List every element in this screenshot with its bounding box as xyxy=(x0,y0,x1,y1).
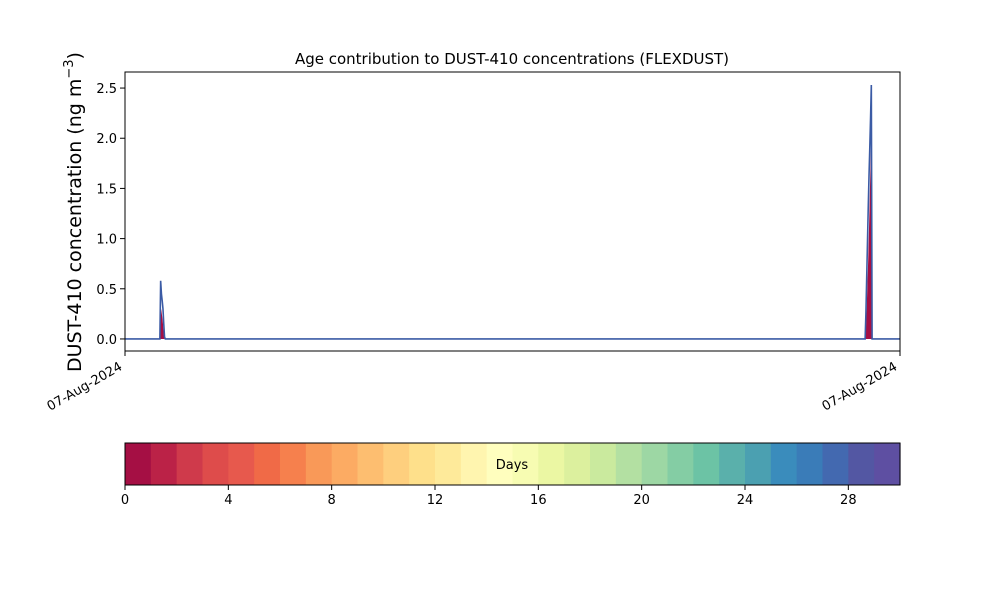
x-axis: 07-Aug-2024 07-Aug-2024 xyxy=(45,351,901,415)
colorbar-segment xyxy=(822,443,849,485)
colorbar-tick-label: 4 xyxy=(224,493,232,508)
age-contribution-area xyxy=(159,138,873,339)
colorbar-segment xyxy=(538,443,565,485)
colorbar-tick-label: 12 xyxy=(427,493,444,508)
colorbar-segment xyxy=(202,443,229,485)
colorbar-segment xyxy=(848,443,875,485)
colorbar-segment xyxy=(719,443,746,485)
colorbar-segment xyxy=(770,443,798,485)
colorbar-segment xyxy=(641,443,669,485)
colorbar-label: Days xyxy=(496,458,529,473)
y-tick-label: 0.5 xyxy=(96,283,117,298)
y-tick-label: 2.0 xyxy=(96,132,117,147)
total-concentration-line xyxy=(125,85,900,340)
colorbar-segment xyxy=(564,443,591,485)
plot-area xyxy=(125,85,900,340)
colorbar-segment xyxy=(280,443,307,485)
colorbar-segment xyxy=(512,443,539,485)
colorbar-segment xyxy=(874,443,901,485)
colorbar-segment xyxy=(254,443,281,485)
colorbar-tick-label: 24 xyxy=(737,493,754,508)
colorbar-segment xyxy=(176,443,204,485)
colorbar-segment xyxy=(331,443,359,485)
colorbar-segment xyxy=(693,443,720,485)
colorbar-segment xyxy=(409,443,436,485)
colorbar-segment xyxy=(228,443,255,485)
plot-frame xyxy=(124,71,901,352)
colorbar-segment xyxy=(615,443,643,485)
colorbar-tick-label: 0 xyxy=(121,493,129,508)
colorbar-frame xyxy=(124,442,901,486)
colorbar-segment xyxy=(357,443,384,485)
y-tick-label: 1.5 xyxy=(96,182,117,197)
colorbar-tick-label: 20 xyxy=(633,493,650,508)
chart-title: Age contribution to DUST-410 concentrati… xyxy=(295,50,729,68)
y-tick-label: 0.0 xyxy=(96,333,117,348)
colorbar-segment xyxy=(590,443,617,485)
colorbar-tick-label: 8 xyxy=(328,493,336,508)
colorbar-segment xyxy=(435,443,462,485)
colorbar-segment xyxy=(460,443,488,485)
colorbar-segment xyxy=(486,443,514,485)
x-tick-label: 07-Aug-2024 xyxy=(820,359,900,414)
y-tick-label: 2.5 xyxy=(96,82,117,97)
y-tick-label: 1.0 xyxy=(96,233,117,248)
colorbar-segment xyxy=(150,443,178,485)
colorbar-tick-label: 16 xyxy=(530,493,547,508)
colorbar-segment xyxy=(383,443,410,485)
colorbar-segment xyxy=(125,443,152,485)
colorbar-tick-label: 28 xyxy=(840,493,857,508)
y-axis-label: DUST-410 concentration (ng m−3) xyxy=(62,52,86,372)
colorbar-segment xyxy=(667,443,694,485)
colorbar-segment xyxy=(305,443,333,485)
colorbar-segment xyxy=(796,443,824,485)
colorbar-segment xyxy=(745,443,772,485)
y-axis: 0.0 0.5 1.0 1.5 2.0 2.5 xyxy=(96,82,125,348)
colorbar xyxy=(125,443,901,485)
colorbar-axis: 0 4 8 12 16 20 24 28 xyxy=(121,485,857,508)
